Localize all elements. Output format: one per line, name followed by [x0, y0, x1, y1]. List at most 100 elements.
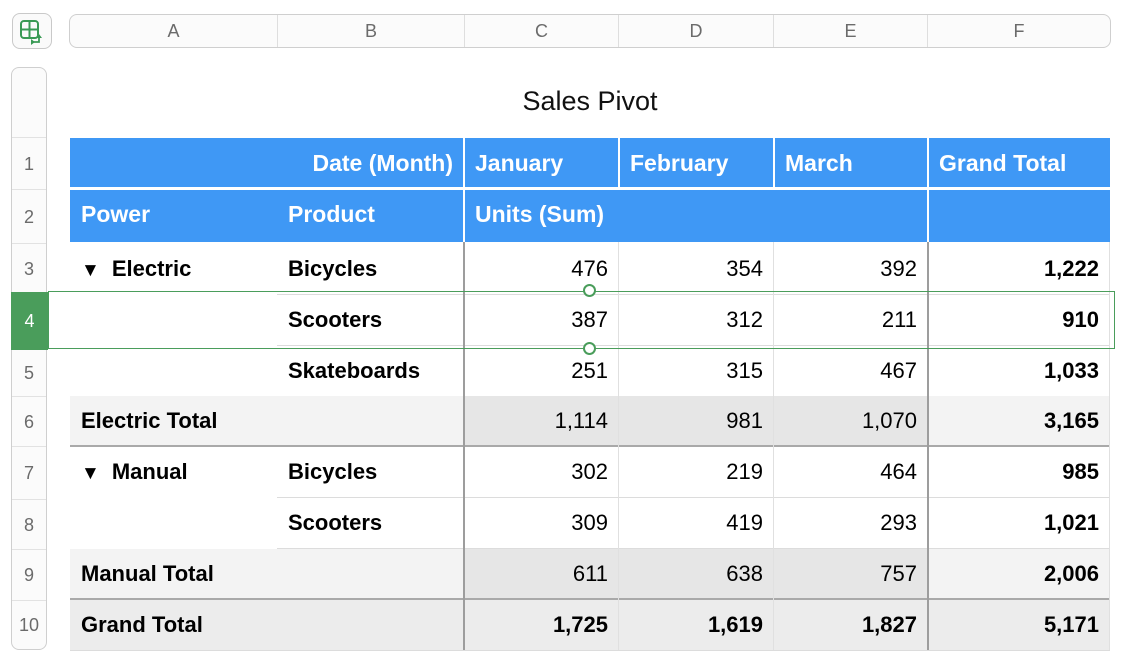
grid-line-col-e [773, 242, 774, 650]
subtotal-cell[interactable]: 1,114 [554, 408, 608, 433]
grand-total-label[interactable]: Grand Total [81, 612, 203, 637]
product-cell[interactable]: Bicycles [288, 256, 378, 281]
manual-total-label-bg [70, 549, 464, 599]
column-header-b[interactable]: B [278, 15, 465, 47]
header-col-separator-d [618, 138, 620, 189]
product-cell[interactable]: Scooters [288, 510, 383, 535]
header-units-sum[interactable]: Units (Sum) [464, 189, 928, 242]
header-march[interactable]: March [774, 138, 928, 189]
grand-total-cell[interactable]: 1,725 [552, 612, 608, 637]
header-product[interactable]: Product [277, 189, 464, 242]
subtotal-cell[interactable]: 638 [726, 561, 763, 586]
group-manual[interactable]: ▼ Manual [70, 447, 277, 497]
table-title[interactable]: Sales Pivot [522, 86, 658, 116]
subtotal-cell[interactable]: 981 [726, 408, 763, 433]
electric-total-values-bg [464, 396, 928, 446]
header-power[interactable]: Power [70, 189, 277, 242]
electric-total-grand-bg [928, 396, 1110, 446]
column-header-d[interactable]: D [619, 15, 774, 47]
column-header-bar: A B C D E F [69, 14, 1111, 48]
value-cell[interactable]: 293 [880, 510, 917, 535]
header-grand-total[interactable]: Grand Total [928, 138, 1110, 189]
row-total-cell[interactable]: 1,222 [1043, 256, 1099, 281]
grand-total-row-bg [70, 600, 1110, 650]
row-header-8[interactable]: 8 [12, 499, 46, 549]
value-cell[interactable]: 309 [571, 510, 608, 535]
subtotal-grand-cell[interactable]: 3,165 [1043, 408, 1099, 433]
row-header-7[interactable]: 7 [12, 446, 46, 499]
row-total-cell[interactable]: 910 [1062, 307, 1099, 332]
row-header-2[interactable]: 2 [12, 189, 46, 243]
grid-line [277, 497, 1110, 498]
value-cell[interactable]: 464 [880, 459, 917, 484]
row-header-6[interactable]: 6 [12, 396, 46, 446]
grid-line-grandtotal [70, 598, 1110, 600]
grid-line-col-c [463, 242, 465, 650]
grand-total-cell[interactable]: 1,619 [707, 612, 763, 637]
electric-total-label-bg [70, 396, 464, 446]
value-cell[interactable]: 302 [571, 459, 608, 484]
subtotal-grand-cell[interactable]: 2,006 [1043, 561, 1099, 586]
subtotal-cell[interactable]: 757 [880, 561, 917, 586]
value-cell[interactable]: 251 [571, 358, 608, 383]
row-header-10[interactable]: 10 [12, 600, 46, 649]
disclosure-triangle-down-icon[interactable]: ▼ [81, 260, 100, 281]
value-cell[interactable]: 476 [571, 256, 608, 281]
header-empty-total[interactable] [928, 189, 1110, 242]
table-handle-button[interactable] [12, 13, 52, 49]
product-cell[interactable]: Bicycles [288, 459, 378, 484]
grid-line-col-d [618, 242, 619, 650]
electric-total-label[interactable]: Electric Total [81, 408, 218, 433]
header-row-separator [70, 187, 1110, 190]
manual-total-label[interactable]: Manual Total [81, 561, 214, 586]
grid-line-right [1109, 242, 1110, 650]
column-header-c[interactable]: C [465, 15, 619, 47]
value-cell[interactable]: 354 [726, 256, 763, 281]
group-manual-label: Manual [111, 459, 188, 484]
column-header-a[interactable]: A [70, 15, 278, 47]
grid-line-subtotal [70, 445, 1110, 447]
row-total-cell[interactable]: 1,033 [1043, 358, 1099, 383]
column-header-e[interactable]: E [774, 15, 928, 47]
manual-total-grand-bg [928, 549, 1110, 599]
product-cell[interactable]: Skateboards [288, 358, 421, 383]
column-header-f[interactable]: F [1013, 21, 1025, 41]
selection-resize-handle-top[interactable] [583, 284, 596, 297]
disclosure-triangle-down-icon[interactable]: ▼ [81, 463, 100, 484]
value-cell[interactable]: 211 [881, 307, 917, 332]
row-header-9[interactable]: 9 [12, 549, 46, 600]
value-cell[interactable]: 315 [726, 358, 763, 383]
row-header-3[interactable]: 3 [12, 243, 46, 293]
header-col-separator-f [927, 138, 929, 242]
row-total-cell[interactable]: 1,021 [1043, 510, 1099, 535]
group-electric-label: Electric [111, 256, 192, 281]
grid-line [277, 548, 1110, 549]
selection-resize-handle-bottom[interactable] [583, 342, 596, 355]
subtotal-cell[interactable]: 611 [572, 561, 608, 586]
value-cell[interactable]: 312 [726, 307, 763, 332]
row-header-bar: 1 2 3 4 5 6 7 8 9 10 [11, 67, 48, 650]
value-cell[interactable]: 387 [571, 307, 608, 332]
grid-line [277, 294, 1110, 295]
group-electric[interactable]: ▼ Electric [70, 244, 277, 294]
row-total-cell[interactable]: 985 [1062, 459, 1099, 484]
value-cell[interactable]: 419 [726, 510, 763, 535]
grand-total-overall-cell[interactable]: 5,171 [1043, 612, 1099, 637]
header-february[interactable]: February [619, 138, 774, 189]
grid-line-bottom [70, 650, 1110, 651]
subtotal-cell[interactable]: 1,070 [861, 408, 917, 433]
value-cell[interactable]: 219 [726, 459, 763, 484]
value-cell[interactable]: 392 [880, 256, 917, 281]
row-header-5[interactable]: 5 [23, 363, 34, 383]
grid-line [277, 345, 1110, 346]
header-col-separator-c [463, 138, 465, 242]
header-date-month[interactable]: Date (Month) [70, 138, 464, 189]
grand-total-cell[interactable]: 1,827 [861, 612, 917, 637]
product-cell[interactable]: Scooters [288, 307, 383, 332]
header-january[interactable]: January [464, 138, 619, 189]
value-cell[interactable]: 467 [880, 358, 917, 383]
row-header-1[interactable]: 1 [12, 137, 46, 189]
row-header-4-selected[interactable]: 4 [11, 292, 48, 350]
table-grid-icon [20, 20, 42, 45]
grid-line-col-f [927, 242, 929, 650]
